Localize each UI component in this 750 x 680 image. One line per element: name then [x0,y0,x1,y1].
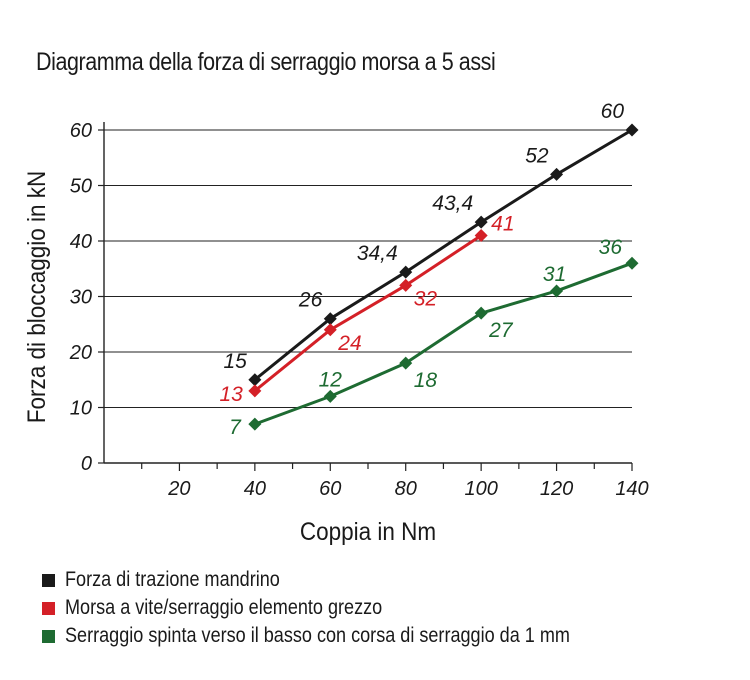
x-tick-label-80: 80 [395,478,417,500]
legend: Forza di trazione mandrino Morsa a vite/… [42,566,652,650]
data-label-series-1-0: 13 [219,383,243,406]
data-label-series-0-2: 34,4 [357,242,398,265]
y-axis-title: Forza di bloccaggio in kN [23,171,51,423]
data-point-series-2-1 [323,389,337,403]
data-point-series-0-2 [399,265,413,279]
x-tick-label-20: 20 [167,478,190,500]
legend-item-series-1: Morsa a vite/serraggio elemento grezzo [42,594,652,622]
series-line-2 [254,261,633,426]
data-label-series-0-3: 43,4 [432,192,473,215]
data-label-series-0-5: 60 [601,100,625,123]
legend-label-series-1: Morsa a vite/serraggio elemento grezzo [65,596,383,619]
legend-swatch-series-0 [42,573,55,587]
legend-label-series-0: Forza di trazione mandrino [65,568,280,591]
y-tick-label-60: 60 [70,120,92,142]
data-point-series-1-2 [399,278,413,292]
data-point-series-0-1 [323,312,337,326]
legend-item-series-2: Serraggio spinta verso il basso con cors… [42,622,652,650]
data-label-series-0-0: 15 [223,350,247,373]
x-tick-label-100: 100 [464,478,497,500]
y-tick-label-20: 20 [69,342,92,364]
data-label-series-2-2: 18 [414,369,438,392]
series-line-1 [253,234,482,393]
x-tick-label-60: 60 [319,478,341,500]
line-chart: 0 10 20 30 40 50 60 20 40 60 80 100 120 140 Coppia in … [23,100,649,546]
data-point-series-2-3 [474,306,488,320]
legend-item-series-0: Forza di trazione mandrino [42,566,652,594]
data-point-series-1-1 [323,323,337,337]
y-tick-label-30: 30 [70,287,92,309]
y-tick-label-10: 10 [70,398,92,420]
data-point-series-1-0 [248,384,262,398]
data-point-series-2-0 [248,417,262,431]
data-label-series-1-1: 24 [337,332,361,355]
x-axis-title: Coppia in Nm [300,518,436,546]
data-point-series-1-3 [474,228,488,242]
data-point-series-2-2 [399,356,413,370]
y-tick-label-40: 40 [70,231,92,253]
data-label-series-1-2: 32 [414,287,438,310]
x-tick-label-140: 140 [615,478,648,500]
data-point-series-0-4 [550,167,564,181]
data-label-series-0-1: 26 [298,289,323,312]
data-label-series-1-3: 41 [491,212,514,235]
data-label-series-2-1: 12 [319,368,343,391]
y-tick-label-50: 50 [70,176,92,198]
data-label-series-2-5: 36 [599,236,623,259]
data-label-series-2-4: 31 [543,263,566,286]
data-point-series-0-3 [474,215,488,229]
series-line-0 [253,128,633,381]
data-label-series-0-4: 52 [525,144,549,167]
data-point-series-2-4 [550,284,564,298]
legend-swatch-series-2 [42,629,55,643]
legend-swatch-series-1 [42,601,55,615]
x-tick-label-40: 40 [244,478,266,500]
chart-title: Diagramma della forza di serraggio morsa… [36,48,496,76]
data-point-series-0-5 [625,123,639,137]
data-point-series-0-0 [248,373,262,387]
data-label-series-2-3: 27 [488,319,514,342]
x-tick-label-120: 120 [540,478,573,500]
data-label-series-2-0: 7 [229,416,242,439]
y-tick-label-0: 0 [81,453,92,475]
legend-label-series-2: Serraggio spinta verso il basso con cors… [65,624,570,647]
data-point-series-2-5 [625,256,639,270]
